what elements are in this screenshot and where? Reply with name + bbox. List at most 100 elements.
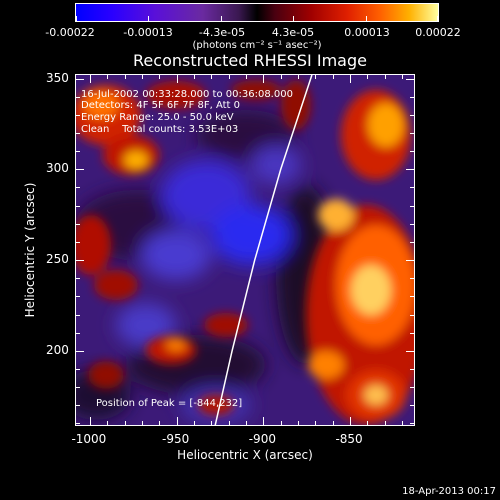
x-tick [124, 421, 126, 425]
x-tick [246, 75, 247, 79]
colorbar-tick-label: 0.00013 [344, 26, 390, 39]
y-tick-label: 350 [46, 70, 69, 85]
info-detectors: Detectors: 4F 5F 6F 7F 8F, Att 0 [81, 100, 241, 111]
x-tick [107, 75, 109, 79]
x-tick [141, 421, 143, 425]
colorbar-tick [437, 16, 438, 21]
x-tick [384, 421, 386, 425]
y-tick [76, 332, 80, 334]
x-tick [193, 421, 195, 425]
y-tick [410, 332, 414, 334]
y-tick [410, 423, 414, 425]
x-tick [280, 421, 282, 425]
y-tick [76, 96, 80, 98]
y-tick [410, 314, 414, 316]
y-tick [410, 387, 414, 389]
y-tick [406, 169, 414, 171]
x-tick [298, 421, 300, 425]
x-tick [332, 75, 334, 79]
y-tick [76, 423, 80, 425]
colorbar-tick-label: 0.00022 [415, 26, 461, 39]
x-tick [332, 421, 334, 425]
colorbar-tick [293, 16, 294, 21]
y-tick-label: 300 [46, 161, 69, 176]
x-tick [350, 75, 352, 83]
y-tick [76, 169, 84, 171]
y-tick [76, 205, 80, 207]
x-tick [141, 75, 143, 79]
colorbar-tick-label: -4.3e-05 [198, 26, 246, 39]
x-tick [211, 75, 213, 79]
y-tick [76, 314, 80, 316]
colorbar-tick-label: -0.00013 [123, 26, 173, 39]
y-tick [76, 296, 80, 298]
y-tick-label: 200 [46, 342, 69, 357]
x-tick [228, 75, 230, 79]
x-tick [89, 417, 91, 425]
y-tick [410, 133, 414, 135]
x-tick [176, 417, 178, 425]
x-tick [280, 75, 282, 79]
plot-title: Reconstructed RHESSI Image [133, 51, 367, 70]
x-tick [402, 421, 404, 425]
x-tick-label: -1000 [71, 432, 107, 446]
x-axis-title: Heliocentric X (arcsec) [177, 448, 313, 462]
y-tick [76, 78, 84, 80]
x-tick [298, 75, 300, 79]
heatmap-image [76, 75, 414, 425]
x-tick [193, 75, 195, 79]
x-tick-label: -900 [248, 432, 276, 446]
x-tick [89, 75, 91, 83]
x-tick [228, 421, 230, 425]
y-tick [410, 296, 414, 298]
x-tick [263, 417, 265, 425]
y-tick [410, 368, 414, 370]
colorbar [75, 3, 439, 22]
y-tick [76, 114, 80, 116]
y-tick [76, 187, 80, 189]
info-energy-range: Energy Range: 25.0 - 50.0 keV [81, 112, 234, 123]
info-clean-counts: Clean Total counts: 3.53E+03 [81, 124, 239, 135]
colorbar-tick [221, 16, 222, 21]
x-tick [350, 417, 352, 425]
x-tick [367, 421, 369, 425]
y-tick [410, 187, 414, 189]
y-tick [406, 78, 414, 80]
y-tick [410, 223, 414, 225]
y-tick [410, 405, 414, 407]
y-tick [76, 133, 80, 135]
x-tick-label: -950 [161, 432, 190, 446]
y-tick-label: 250 [46, 252, 69, 267]
solar-limb-curve [214, 75, 313, 425]
x-tick [402, 75, 404, 79]
colorbar-tick-label: -0.00022 [45, 26, 95, 39]
x-tick [263, 75, 265, 83]
x-tick [315, 75, 317, 79]
colorbar-units: (photons cm⁻² s⁻¹ asec⁻²) [192, 40, 322, 51]
y-tick [410, 114, 414, 116]
x-tick [107, 421, 109, 425]
colorbar-tick-label: 4.3e-05 [271, 26, 315, 39]
x-tick [384, 75, 386, 79]
y-tick [406, 260, 414, 262]
y-tick [76, 405, 80, 407]
y-tick [76, 260, 84, 262]
y-axis-title: Heliocentric Y (arcsec) [23, 182, 37, 318]
x-tick [246, 421, 247, 425]
colorbar-tick [148, 16, 149, 21]
x-tick [159, 421, 161, 425]
y-tick [76, 151, 80, 153]
y-tick [410, 205, 414, 207]
timestamp: 18-Apr-2013 00:17 [402, 486, 496, 497]
y-tick [410, 241, 414, 243]
y-tick [410, 96, 414, 98]
colorbar-tick [76, 16, 77, 21]
info-time-range: 16-Jul-2002 00:33:28.000 to 00:36:08.000 [81, 89, 293, 100]
x-tick [367, 75, 369, 79]
y-tick [76, 387, 80, 389]
x-tick [211, 421, 213, 425]
info-peak-position: Position of Peak = [-844,232] [96, 398, 243, 409]
image-plot: 16-Jul-2002 00:33:28.000 to 00:36:08.000… [75, 74, 415, 426]
y-tick [410, 278, 414, 280]
y-tick [76, 241, 80, 243]
